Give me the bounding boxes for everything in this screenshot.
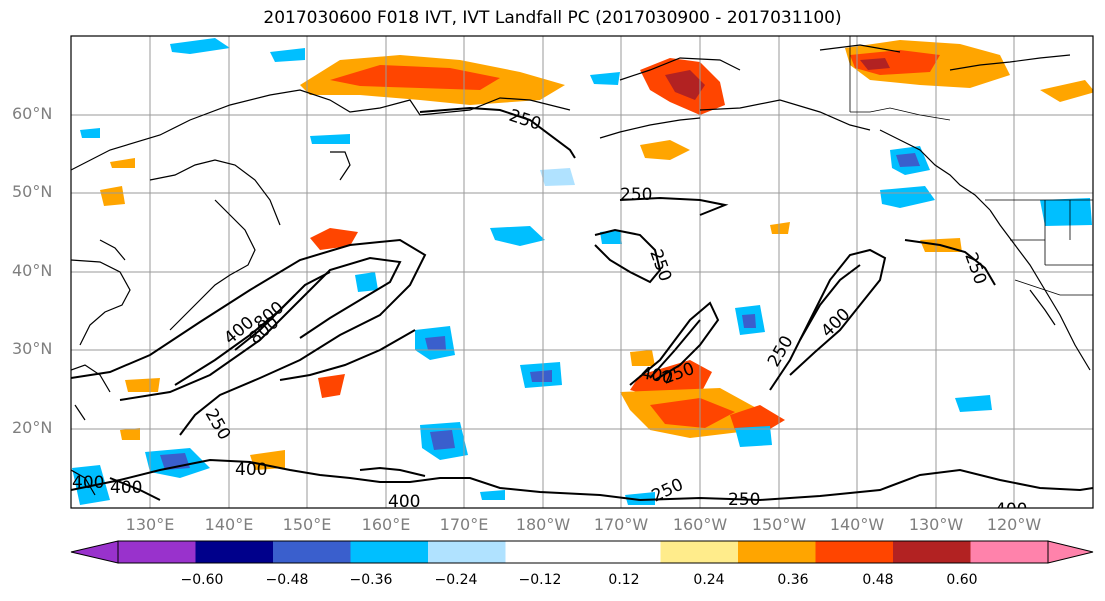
colorbar-tick-label: −0.60 xyxy=(180,572,224,588)
political-borders xyxy=(849,36,1093,296)
map-grid xyxy=(71,36,1093,508)
colorbar-segment xyxy=(428,541,506,563)
colorbar-segment xyxy=(118,541,196,563)
lon-label: 160°W xyxy=(672,515,728,534)
colorbar-segment xyxy=(505,541,584,563)
colorbar-segment xyxy=(350,541,429,563)
contour-label: 250 xyxy=(645,247,675,284)
colorbar-tick-label: −0.48 xyxy=(265,572,309,588)
colorbar-segment xyxy=(970,541,1049,563)
lon-label: 180°W xyxy=(515,515,571,534)
contour-label: 250 xyxy=(506,106,543,135)
lat-label-50n: 50°N xyxy=(12,182,53,201)
lon-label: 160°E xyxy=(361,515,411,534)
contour-label: 250 xyxy=(960,250,990,287)
colorbar-tick-label: −0.24 xyxy=(434,572,478,588)
contour-label: 400 xyxy=(72,473,104,493)
colorbar-tick-label: 0.12 xyxy=(608,572,640,588)
contour-label: 250 xyxy=(764,332,798,370)
lon-label: 140°W xyxy=(829,515,885,534)
lat-label-60n: 60°N xyxy=(12,104,53,123)
map-title: 2017030600 F018 IVT, IVT Landfall PC (20… xyxy=(263,8,842,28)
colorbar xyxy=(70,540,1094,564)
contour-label: 400 xyxy=(110,478,142,498)
ivt-contours xyxy=(71,106,1093,502)
lon-label: 170°E xyxy=(439,515,489,534)
map-frame xyxy=(70,35,1094,509)
lon-label: 130°E xyxy=(125,515,175,534)
lon-label: 120°W xyxy=(986,515,1042,534)
lat-label-20n: 20°N xyxy=(12,418,53,437)
contour-label: 250 xyxy=(649,475,687,507)
lon-label: 130°W xyxy=(908,515,964,534)
colorbar-segment xyxy=(893,541,971,563)
contour-label: 250 xyxy=(728,490,760,510)
contour-label: 400 xyxy=(235,460,267,480)
lat-label-30n: 30°N xyxy=(12,339,53,358)
lon-label: 150°E xyxy=(282,515,332,534)
lon-label: 140°E xyxy=(204,515,254,534)
colorbar-tick-label: −0.12 xyxy=(518,572,562,588)
colorbar-segment xyxy=(815,541,894,563)
pc-fill-patches xyxy=(72,38,1093,505)
colorbar-segment xyxy=(195,541,274,563)
colorbar-max-extension xyxy=(1047,540,1094,564)
contour-label: 400 xyxy=(817,304,854,341)
colorbar-tick-label: 0.48 xyxy=(862,572,894,588)
lat-label-40n: 40°N xyxy=(12,261,53,280)
colorbar-tick-label: 0.36 xyxy=(777,572,809,588)
colorbar-tick-label: −0.36 xyxy=(349,572,393,588)
contour-label: 250 xyxy=(620,185,652,205)
colorbar-segment xyxy=(273,541,351,563)
coastlines xyxy=(71,44,1091,496)
colorbar-frame xyxy=(117,540,1049,564)
lon-label: 170°W xyxy=(593,515,649,534)
colorbar-segment xyxy=(660,541,739,563)
colorbar-tick-label: 0.24 xyxy=(693,572,725,588)
contour-label: 400 xyxy=(388,492,420,512)
lon-label: 150°W xyxy=(751,515,807,534)
colorbar-segment xyxy=(738,541,816,563)
contour-label: 400 xyxy=(995,500,1027,520)
colorbar-segment xyxy=(583,541,661,563)
colorbar-min-extension xyxy=(70,540,119,564)
colorbar-tick-label: 0.60 xyxy=(946,572,978,588)
